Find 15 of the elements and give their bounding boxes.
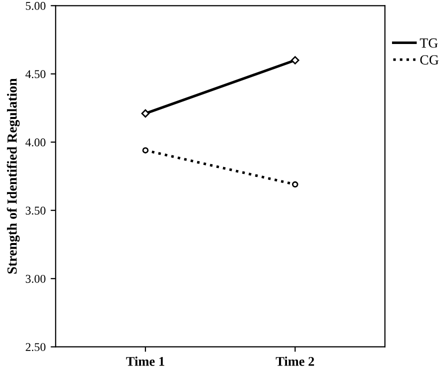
legend-label: TG xyxy=(420,38,438,48)
point xyxy=(142,147,149,154)
point xyxy=(292,181,298,188)
x-tick-label: Time 2 xyxy=(276,356,314,366)
x-tick-label: Time 1 xyxy=(126,356,164,366)
y-tick-label: 3.00 xyxy=(26,274,46,283)
y-tick-label: 3.50 xyxy=(26,206,46,215)
point xyxy=(290,56,300,64)
point xyxy=(141,109,150,118)
legend-label: CG xyxy=(420,55,439,65)
y-tick-label: 2.50 xyxy=(26,343,46,352)
y-tick-label: 4.50 xyxy=(25,70,46,78)
y-tick-label: 4.00 xyxy=(25,138,46,146)
y-tick-label: 5.00 xyxy=(26,2,46,10)
y-axis-title: Strength of Identified Regulation xyxy=(6,78,20,274)
